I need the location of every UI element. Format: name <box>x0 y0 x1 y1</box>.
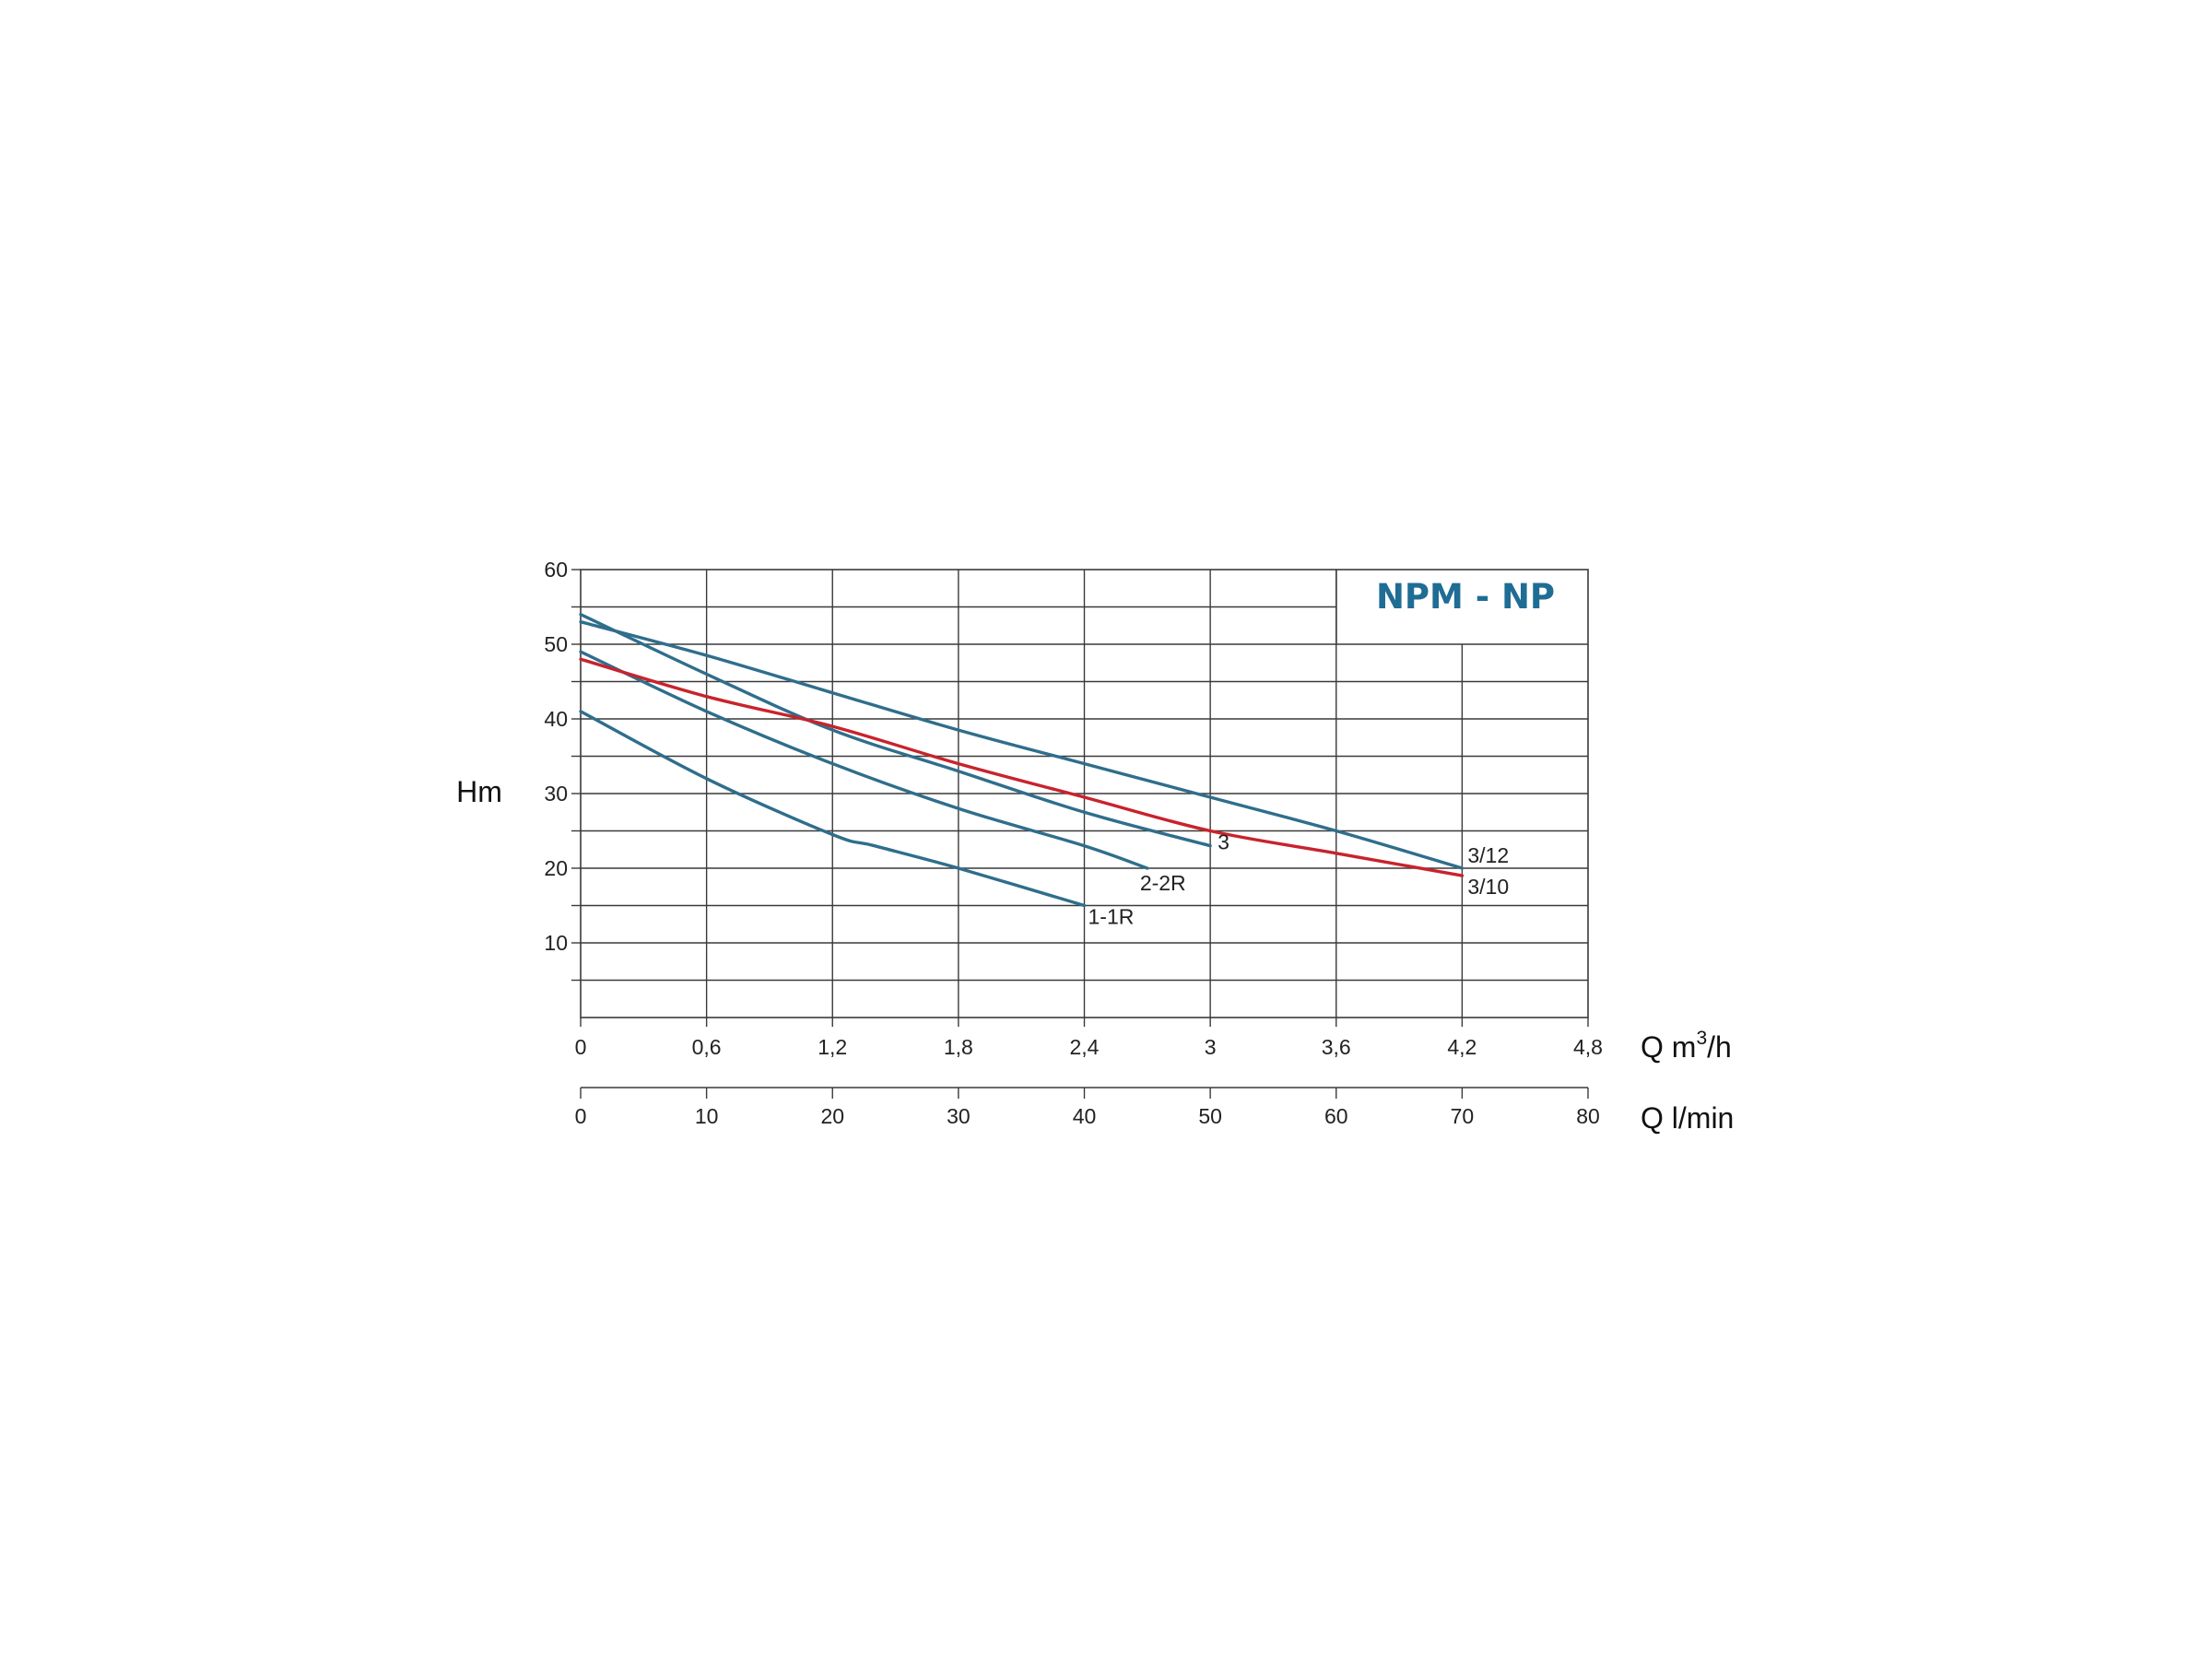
y-tick-label: 60 <box>544 558 568 582</box>
x-axis-label-base: Q m <box>1641 1030 1696 1064</box>
x-tick-label: 4,2 <box>1447 1035 1477 1059</box>
series-label: 1-1R <box>1088 905 1135 929</box>
y-tick-label: 50 <box>544 632 568 656</box>
x2-tick-label: 70 <box>1451 1104 1475 1128</box>
x-tick-label: 3,6 <box>1322 1035 1351 1059</box>
x-axis-label: Q m3/h <box>1641 1028 1732 1064</box>
x-tick-label: 1,2 <box>818 1035 847 1059</box>
y-tick-label: 20 <box>544 856 568 880</box>
series-curve-2-2R <box>579 650 1149 870</box>
series-label: 3 <box>1218 830 1230 854</box>
grid <box>571 569 1589 1099</box>
x-tick-label: 2,4 <box>1070 1035 1100 1059</box>
x2-tick-label: 80 <box>1576 1104 1600 1128</box>
x2-tick-label: 20 <box>820 1104 844 1128</box>
x2-tick-label: 0 <box>575 1104 587 1128</box>
x2-tick-label: 60 <box>1324 1104 1348 1128</box>
x-tick-label: 4,8 <box>1573 1035 1603 1059</box>
x-axis-label-sup: 3 <box>1696 1028 1707 1049</box>
x2-tick-label: 40 <box>1073 1104 1097 1128</box>
chart-title: NPM - NP <box>1376 577 1555 617</box>
y-tick-label: 40 <box>544 707 568 731</box>
series-label: 3/10 <box>1467 875 1509 899</box>
y-axis-label: Hm <box>456 775 502 808</box>
series-curve-3-10 <box>579 657 1465 877</box>
series-curve-1-1R <box>579 710 1087 908</box>
curves <box>579 612 1465 908</box>
series-label: 2-2R <box>1140 871 1186 895</box>
labels: NPM - NP Hm Q m3/h Q l/min 1020304050600… <box>456 558 1734 1135</box>
x2-tick-label: 10 <box>695 1104 719 1128</box>
x-axis-label-tail: /h <box>1707 1030 1732 1064</box>
y-tick-label: 30 <box>544 782 568 806</box>
x-tick-label: 0,6 <box>692 1035 722 1059</box>
x-tick-label: 0 <box>575 1035 587 1059</box>
x-tick-label: 3 <box>1205 1035 1217 1059</box>
series-curve-3 <box>579 612 1212 848</box>
x2-axis-label: Q l/min <box>1641 1101 1734 1135</box>
x2-tick-label: 30 <box>947 1104 971 1128</box>
y-tick-label: 10 <box>544 931 568 955</box>
series-label: 3/12 <box>1467 843 1509 867</box>
x2-tick-label: 50 <box>1198 1104 1222 1128</box>
x-tick-label: 1,8 <box>944 1035 973 1059</box>
series-curve-3-12 <box>579 620 1465 870</box>
